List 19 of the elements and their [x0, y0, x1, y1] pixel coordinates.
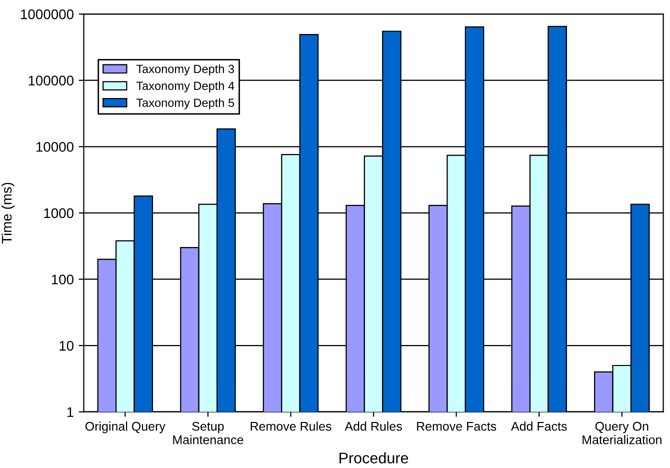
- legend-label: Taxonomy Depth 3: [136, 64, 234, 76]
- x-axis-title: Procedure: [340, 452, 408, 464]
- legend-label: Taxonomy Depth 5: [136, 98, 234, 110]
- x-tick-label: Setup Maintenance: [173, 422, 244, 444]
- y-tick-label: 1000: [44, 208, 74, 218]
- y-tick-label: 10: [60, 340, 74, 351]
- x-tick-label: Add Rules: [344, 422, 402, 431]
- y-axis-title: Time (ms): [1, 182, 14, 244]
- x-tick-label: Remove Facts: [417, 422, 496, 431]
- y-tick-label: 1: [67, 407, 74, 417]
- y-tick-label: 1000000: [21, 9, 74, 20]
- x-tick-label: Add Facts: [511, 422, 567, 431]
- y-tick-label: 10000: [36, 142, 74, 152]
- x-tick-label: Query On Materialization: [582, 422, 662, 444]
- x-tick-label: Remove Rules: [250, 422, 332, 431]
- x-tick-label: Original Query: [85, 422, 166, 434]
- y-tick-label: 100: [52, 274, 74, 284]
- y-tick-label: 100000: [28, 76, 74, 86]
- legend-label: Taxonomy Depth 4: [136, 81, 234, 92]
